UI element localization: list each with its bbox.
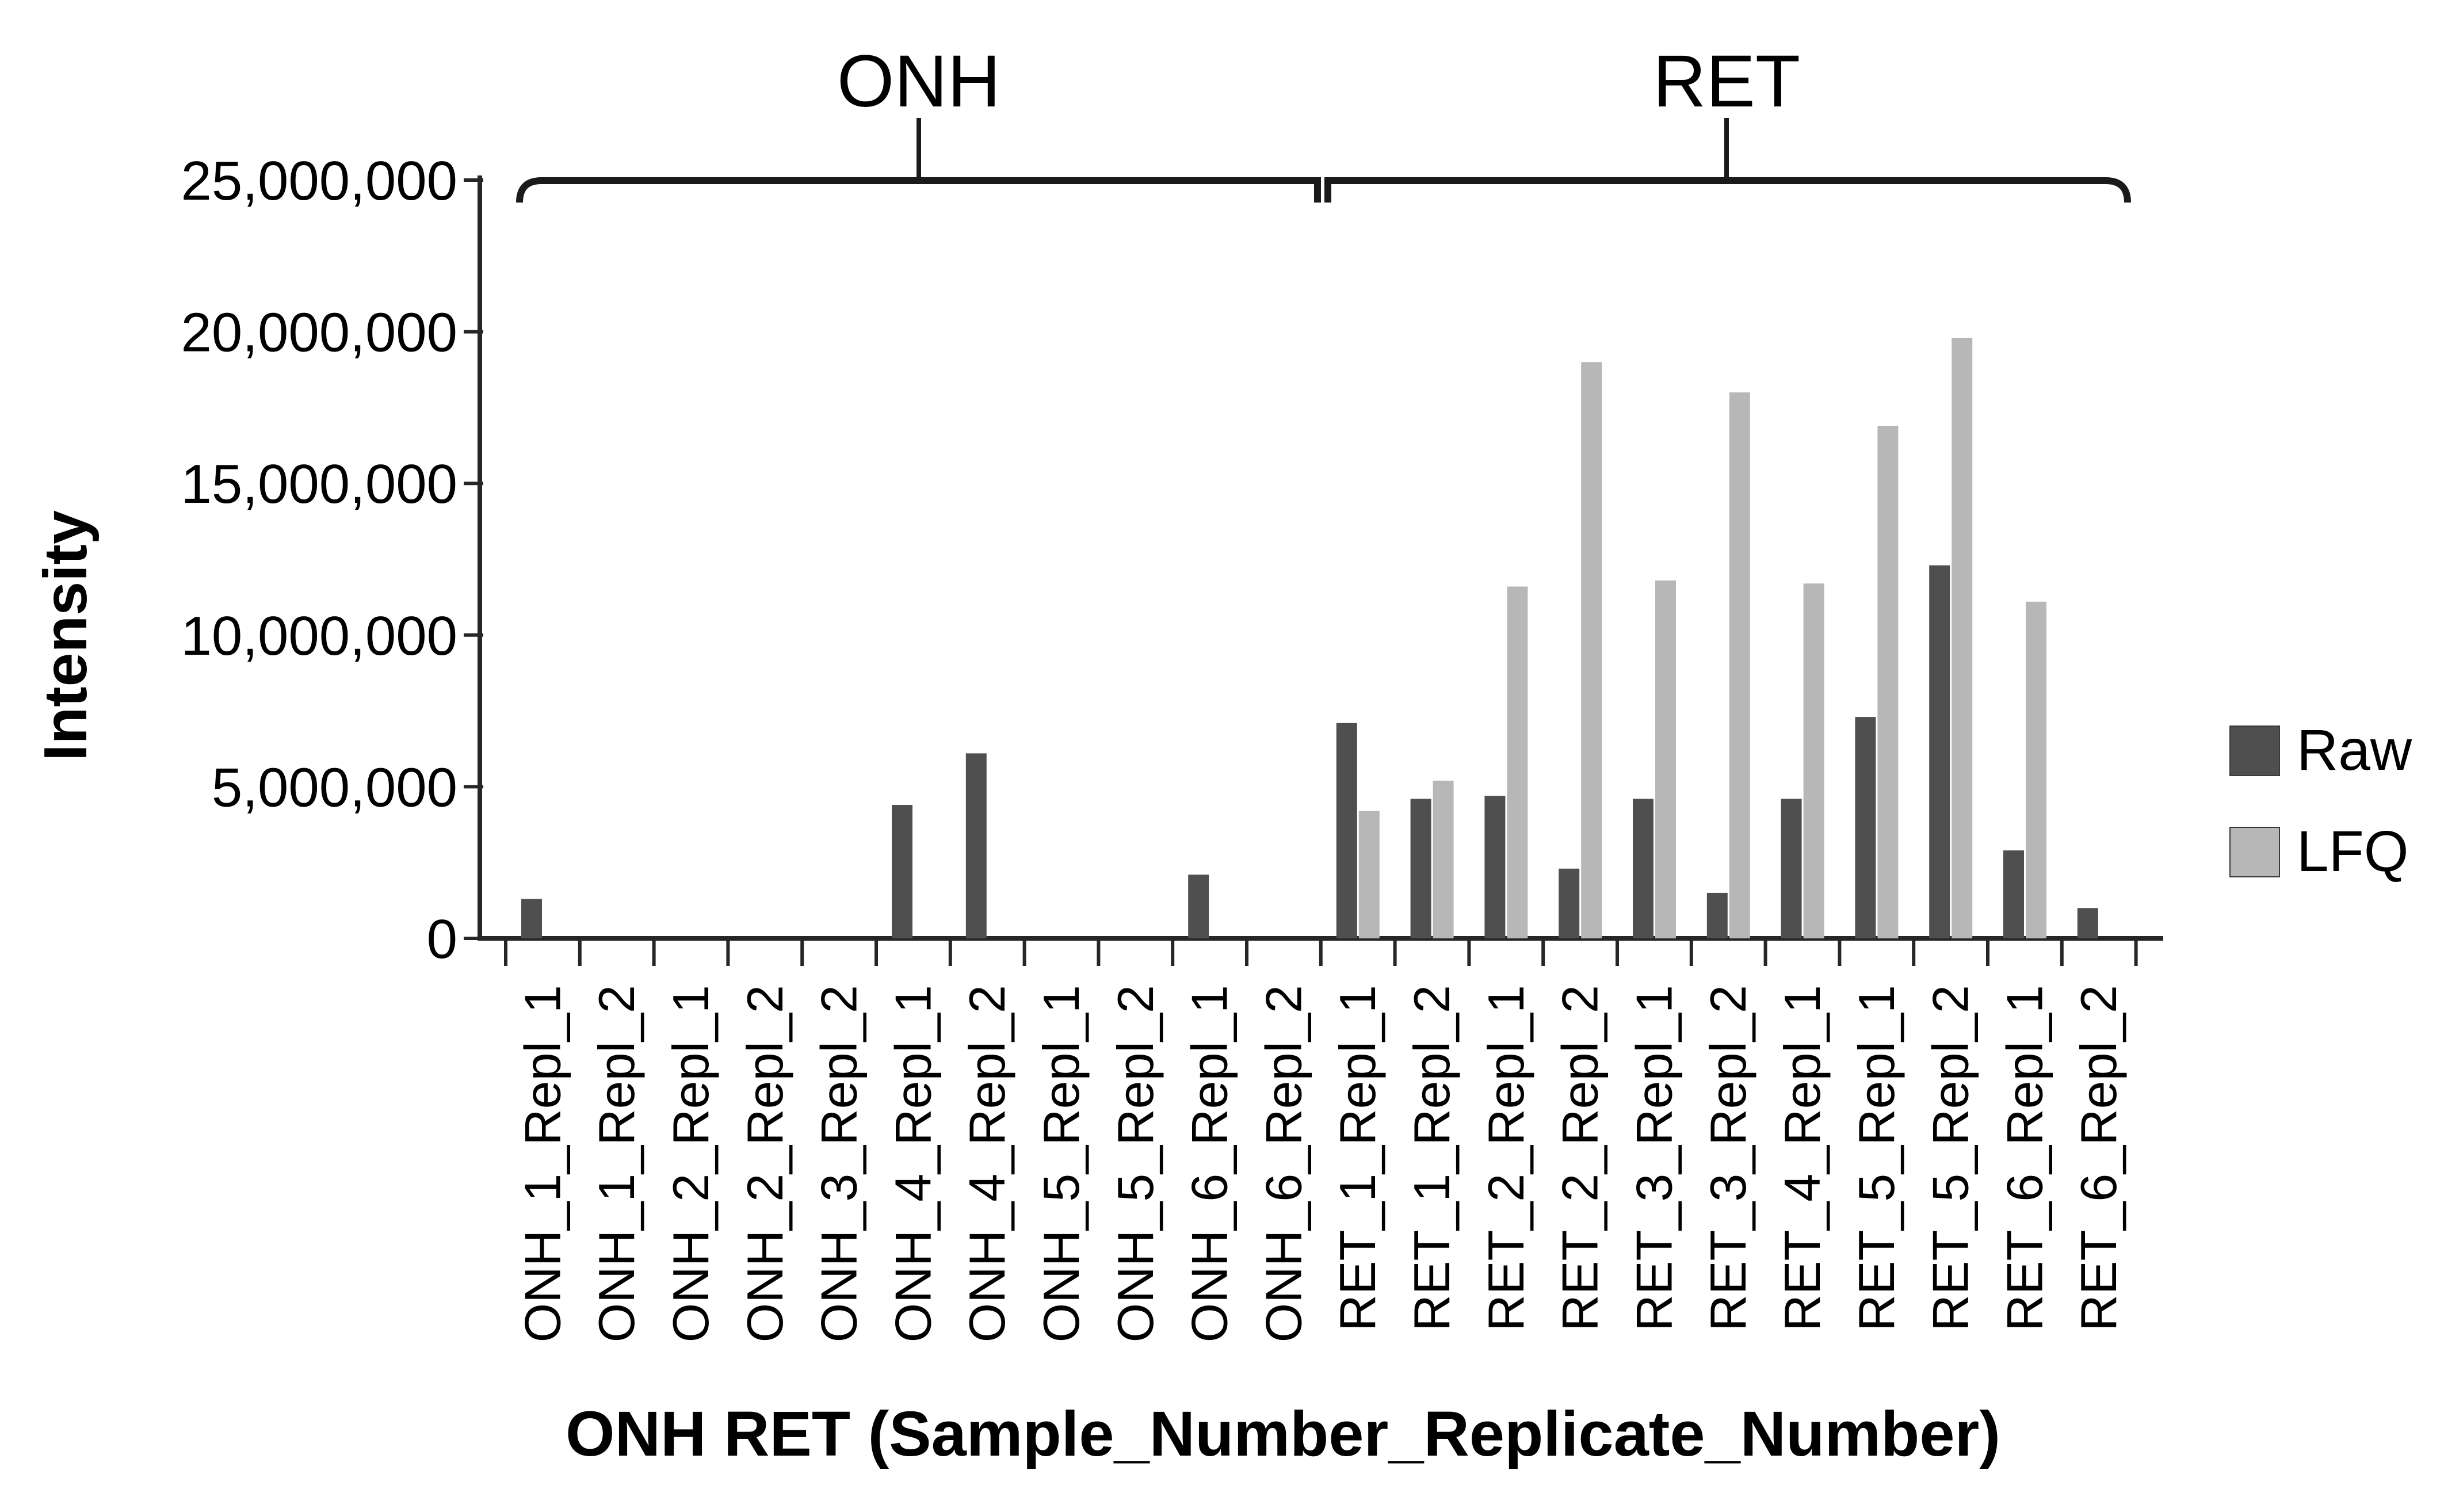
group-label-ret: RET [1653,40,1800,123]
x-category-labels: ONH_1_Repl_1 ONH_1_Repl_2 ONH_2_Repl_1 ONH_… [514,985,2127,1342]
legend-swatch-lfq [2229,827,2280,877]
y-tick-label: 0 [427,908,457,970]
y-tick-label: 25,000,000 [181,150,457,212]
y-axis-ticks: 0 5,000,000 10,000,000 15,000,000 20,000,000… [181,150,483,970]
bar-raw-ret_2_repl_1 [1484,796,1506,938]
x-category-label: RET_1_Repl_1 [1329,985,1386,1331]
bar-raw-onh_4_repl_1 [892,805,912,938]
legend-label-raw: Raw [2297,718,2412,782]
legend-label-lfq: LFQ [2297,819,2408,884]
bar-lfq-ret_1_repl_1 [1358,811,1380,938]
legend: Raw LFQ [2229,718,2412,884]
x-category-label: ONH_6_Repl_1 [1181,985,1238,1342]
x-category-label: RET_4_Repl_1 [1774,985,1831,1331]
x-category-label: RET_6_Repl_1 [1996,985,2053,1331]
x-category-label: ONH_5_Repl_1 [1033,985,1090,1342]
x-category-label: RET_3_Repl_1 [1625,985,1682,1331]
bar-raw-onh_6_repl_1 [1188,875,1209,938]
bars-layer [521,338,2098,938]
bar-raw-ret_6_repl_1 [2003,850,2024,938]
bar-lfq-ret_2_repl_1 [1507,586,1528,938]
x-category-label: ONH_6_Repl_2 [1255,985,1312,1342]
x-category-label: RET_2_Repl_2 [1552,985,1609,1331]
x-category-label: ONH_2_Repl_1 [662,985,719,1342]
x-category-label: ONH_4_Repl_1 [884,985,941,1342]
bar-raw-ret_2_repl_2 [1559,868,1580,938]
bar-lfq-ret_5_repl_1 [1877,426,1899,938]
ret-group-brace [1324,177,2131,203]
y-tick-label: 10,000,000 [181,605,457,667]
x-category-label: ONH_2_Repl_2 [736,985,793,1342]
bar-raw-ret_6_repl_2 [2077,908,2098,938]
onh-group-brace [516,177,1321,203]
x-category-label: RET_1_Repl_2 [1403,985,1460,1331]
x-category-label: RET_2_Repl_1 [1477,985,1534,1331]
bar-lfq-ret_3_repl_1 [1655,580,1676,938]
y-axis-title: Intensity [32,510,100,761]
x-category-label: RET_5_Repl_2 [1922,985,1979,1331]
x-axis-title: ONH RET (Sample_Number_Replicate_Number) [566,1399,2000,1469]
x-category-label: ONH_4_Repl_2 [958,985,1015,1342]
legend-swatch-raw [2229,726,2280,776]
bar-lfq-ret_1_repl_2 [1433,780,1454,938]
bar-lfq-ret_5_repl_2 [1952,338,1973,938]
bar-lfq-ret_3_repl_2 [1729,392,1750,938]
y-tick-label: 15,000,000 [181,453,457,515]
x-category-label: ONH_1_Repl_1 [514,985,571,1342]
y-tick-label: 20,000,000 [181,302,457,364]
bar-lfq-ret_2_repl_2 [1581,362,1602,938]
bar-raw-ret_5_repl_2 [1929,565,1950,938]
bar-raw-ret_1_repl_1 [1336,723,1357,938]
x-category-label: RET_5_Repl_1 [1848,985,1905,1331]
bar-raw-ret_3_repl_2 [1706,892,1728,938]
bar-raw-ret_5_repl_1 [1855,717,1876,938]
x-category-label: ONH_1_Repl_2 [588,985,645,1342]
x-category-label: ONH_5_Repl_2 [1107,985,1164,1342]
bar-lfq-ret_4_repl_1 [1803,583,1824,938]
bar-raw-ret_4_repl_1 [1781,799,1802,938]
y-tick-label: 5,000,000 [212,757,457,818]
bar-raw-ret_1_repl_2 [1410,799,1431,938]
bar-raw-onh_4_repl_2 [965,753,987,938]
x-axis-ticks [504,938,2138,966]
bar-raw-onh_1_repl_1 [521,899,542,938]
bar-raw-ret_3_repl_1 [1633,799,1653,938]
x-category-label: ONH_3_Repl_2 [811,985,868,1342]
group-label-onh: ONH [837,40,1000,123]
x-category-label: RET_6_Repl_2 [2070,985,2127,1331]
x-category-label: RET_3_Repl_2 [1700,985,1756,1331]
bar-lfq-ret_6_repl_1 [2026,601,2046,938]
